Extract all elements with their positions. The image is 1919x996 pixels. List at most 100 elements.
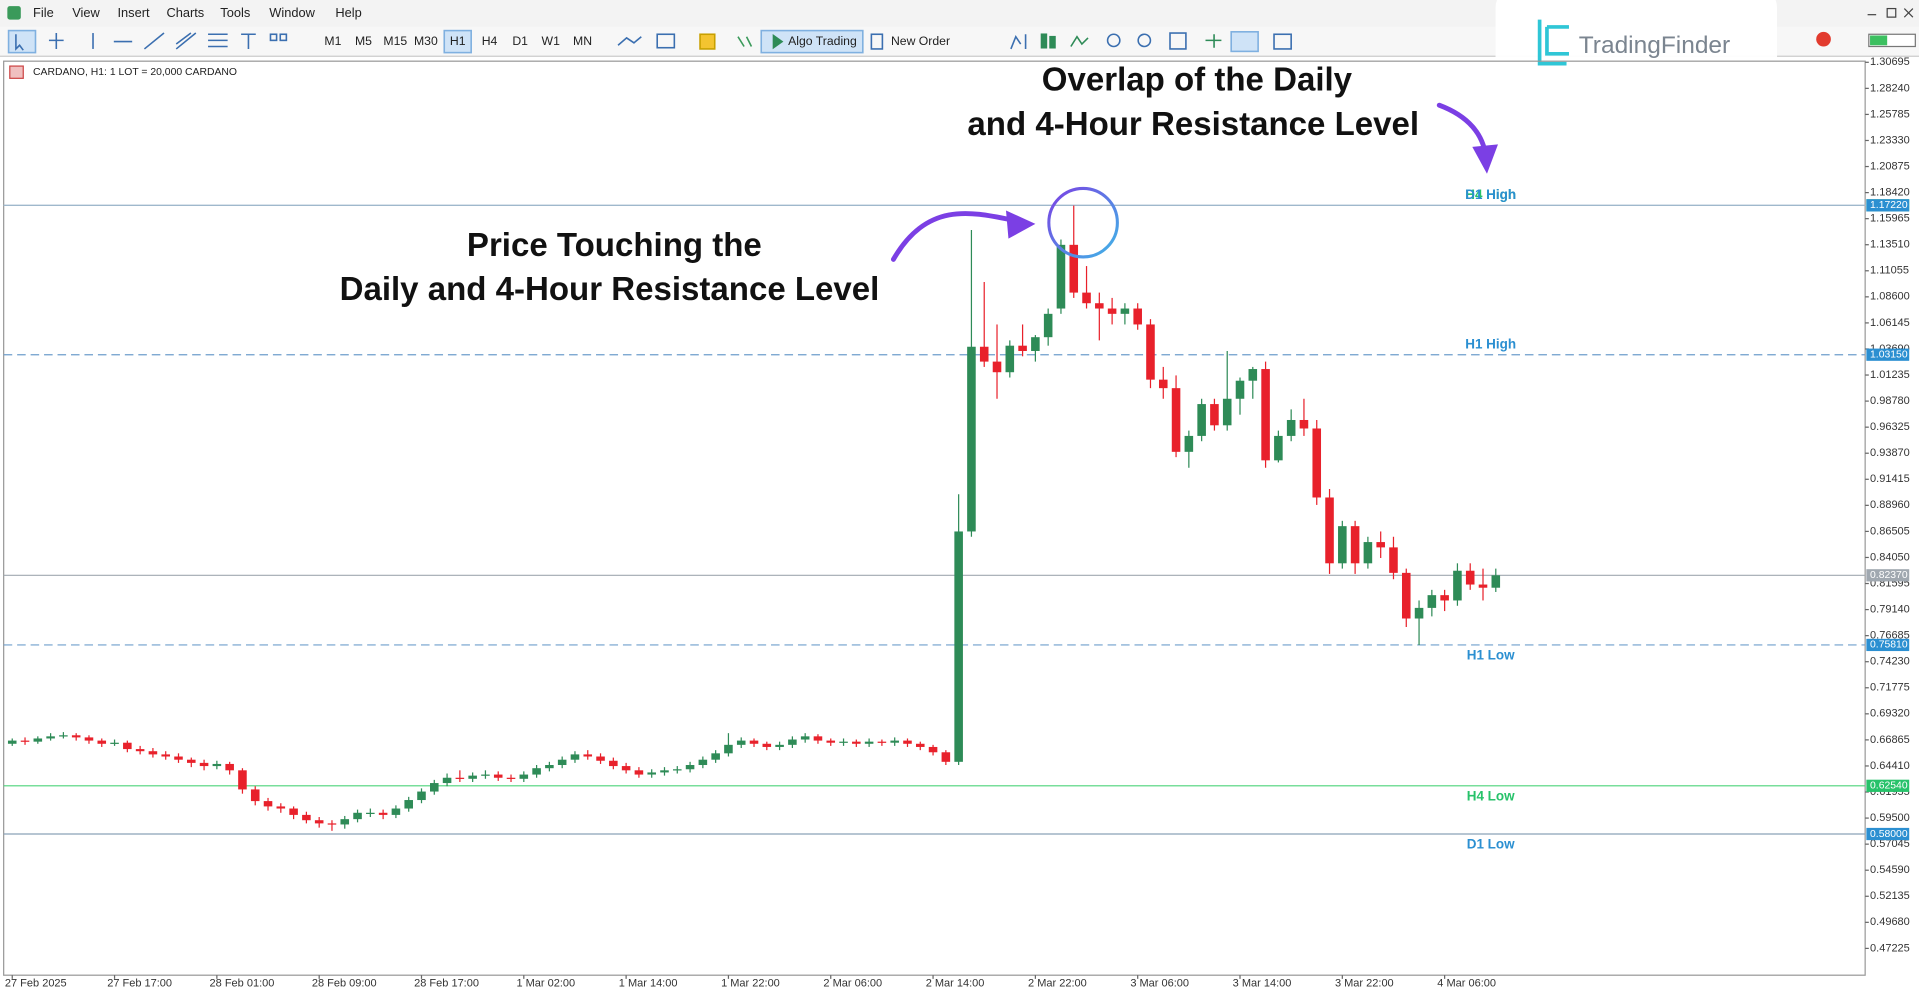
- candle-body: [903, 740, 912, 744]
- highlight-circle: [1047, 186, 1119, 259]
- menu-item[interactable]: File: [33, 5, 54, 20]
- candle-body: [519, 774, 529, 779]
- timeframe-button[interactable]: M5: [355, 34, 372, 48]
- y-tick-label: 0.96325: [1870, 421, 1910, 433]
- connection-fill: [1870, 35, 1888, 46]
- candle-body: [1005, 345, 1015, 373]
- screenshot-icon[interactable]: [1273, 33, 1292, 50]
- price-box-label: 0.82370: [1870, 570, 1908, 581]
- signal-icon[interactable]: [699, 33, 716, 50]
- candle-body: [84, 737, 94, 741]
- indicator-icon[interactable]: [1010, 34, 1027, 50]
- candle-body: [711, 753, 720, 760]
- notification-badge[interactable]: [1816, 31, 1831, 47]
- candle-body: [788, 739, 797, 745]
- line-icon[interactable]: [1070, 35, 1089, 47]
- candles-icon: [1049, 35, 1056, 49]
- menu-item[interactable]: View: [72, 5, 100, 20]
- toolbar-icons: [7, 29, 1292, 54]
- grid-icon[interactable]: [1169, 32, 1187, 50]
- candle-body: [506, 777, 516, 779]
- candle-body: [698, 759, 708, 766]
- y-tick-label: 0.84050: [1870, 551, 1910, 563]
- x-tick-label: 27 Feb 2025: [5, 978, 67, 990]
- plot: 1.30695 1.28240 1.25785 1.23330 1.20875 1.184…: [3, 56, 1910, 990]
- candle-body: [378, 812, 388, 815]
- timeframe-button[interactable]: M1: [324, 34, 341, 48]
- timeframe-button[interactable]: W1: [542, 34, 561, 48]
- candle-body: [7, 740, 17, 744]
- market-icon[interactable]: [737, 36, 753, 47]
- timeframe-button[interactable]: H1: [450, 34, 466, 48]
- x-tick-label: 3 Mar 06:00: [1130, 978, 1189, 990]
- window-controls: [1867, 7, 1914, 18]
- level-label: H1 High: [1465, 336, 1516, 351]
- x-tick-label: 3 Mar 14:00: [1233, 978, 1292, 990]
- x-tick-label: 4 Mar 06:00: [1437, 978, 1496, 990]
- chart-type-icon[interactable]: [617, 36, 642, 46]
- x-tick-label: 3 Mar 22:00: [1335, 978, 1394, 990]
- candle-body: [979, 346, 989, 362]
- order-icon: [870, 33, 884, 50]
- candle-body: [1210, 404, 1219, 426]
- y-tick-label: 0.71775: [1870, 682, 1910, 694]
- close[interactable]: [1903, 8, 1914, 18]
- price-box-label: 0.75810: [1870, 640, 1908, 651]
- algo-trading-button[interactable]: [760, 29, 864, 54]
- menu-item[interactable]: Insert: [117, 5, 150, 20]
- x-tick-label: 2 Mar 06:00: [823, 978, 882, 990]
- candle-body: [1286, 419, 1296, 436]
- shift-icon[interactable]: [1205, 34, 1222, 48]
- y-tick-label: 1.28240: [1870, 82, 1910, 94]
- candle-body: [660, 770, 669, 773]
- price-box: [1866, 569, 1910, 582]
- candle-body: [1018, 345, 1027, 351]
- price-box: [1866, 199, 1910, 212]
- y-tick-label: 1.11055: [1870, 265, 1909, 277]
- candle-body: [404, 800, 413, 809]
- candle-body: [187, 759, 196, 763]
- candle-body: [647, 772, 656, 775]
- candle-body: [1453, 570, 1462, 601]
- candle-body: [289, 808, 298, 815]
- candle-body: [1401, 572, 1411, 619]
- candle-body: [1414, 607, 1424, 619]
- candle-body: [672, 769, 682, 771]
- zoom-in-icon[interactable]: [1106, 33, 1121, 48]
- maximize[interactable]: [1886, 7, 1897, 18]
- crosshair-icon[interactable]: [48, 33, 64, 49]
- trend-icon[interactable]: [143, 32, 165, 50]
- fibo-icon[interactable]: [208, 33, 228, 48]
- y-tick-label: 1.25785: [1870, 108, 1910, 120]
- menu-item[interactable]: Charts: [166, 5, 204, 20]
- candle-body: [557, 759, 567, 766]
- candle-body: [250, 789, 260, 802]
- toolbar-button[interactable]: New Order: [891, 34, 950, 48]
- candle-body: [1338, 526, 1347, 564]
- timeframe-button[interactable]: D1: [512, 34, 528, 48]
- candle-body: [340, 819, 350, 825]
- timeframe-button[interactable]: H4: [482, 34, 498, 48]
- candle-body: [225, 763, 234, 771]
- shapes-icon[interactable]: [269, 33, 278, 42]
- menu-item[interactable]: Help: [335, 5, 361, 20]
- timeframe-button[interactable]: M15: [383, 34, 407, 48]
- arrow-head: [1006, 210, 1036, 239]
- toolbar-button[interactable]: Algo Trading: [788, 34, 857, 48]
- zoom-out-icon[interactable]: [1137, 33, 1152, 48]
- candles-icon[interactable]: [1040, 33, 1048, 49]
- candle-body: [276, 806, 286, 809]
- text-icon[interactable]: [241, 33, 256, 49]
- timeframe-button[interactable]: M30: [414, 34, 438, 48]
- timeframe-button[interactable]: MN: [573, 34, 592, 48]
- menu-item[interactable]: Tools: [220, 5, 250, 20]
- price-box: [1866, 348, 1910, 361]
- template-icon[interactable]: [656, 33, 676, 49]
- menu-item[interactable]: Window: [269, 5, 315, 20]
- channel-icon[interactable]: [175, 32, 197, 50]
- autoscroll-toggle[interactable]: [1230, 31, 1259, 53]
- status-icons: [1816, 31, 1916, 48]
- candle-body: [724, 744, 733, 754]
- y-tick-label: 0.76685: [1870, 630, 1910, 642]
